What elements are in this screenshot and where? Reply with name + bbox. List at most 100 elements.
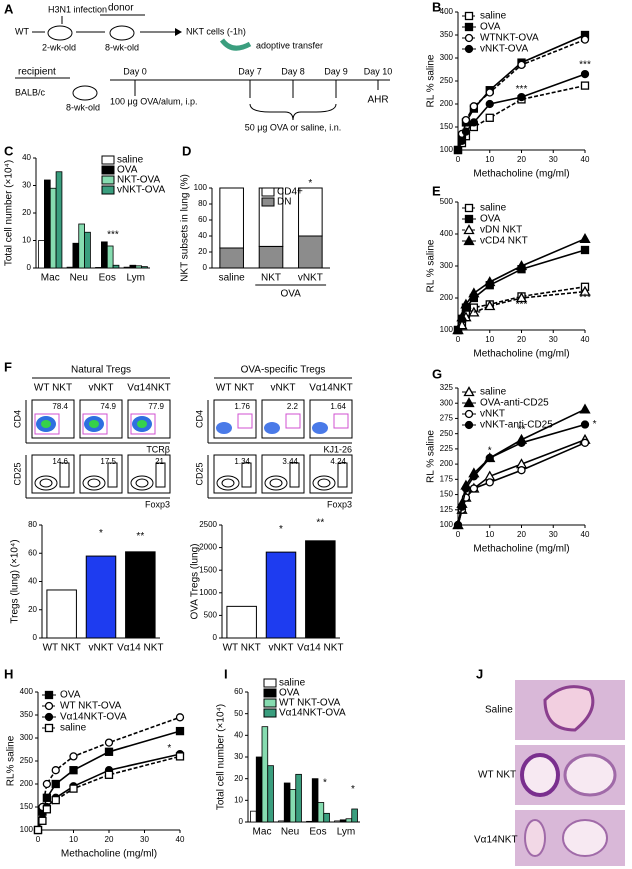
y-tick-label: 1500: [199, 565, 217, 574]
flow-column: Vα14NKT: [127, 383, 171, 394]
bar-segment: [298, 235, 323, 269]
x-tick-label: 10: [485, 530, 494, 539]
airway: [543, 685, 595, 732]
annotation: ***: [579, 293, 591, 304]
group-label: OVA: [280, 289, 301, 300]
bar: [66, 266, 74, 269]
gate: [333, 413, 349, 429]
marker: [485, 99, 494, 109]
bar: [123, 266, 131, 269]
legend-label: OVA: [480, 22, 501, 33]
gate: [285, 413, 301, 429]
flow-column: WT NKT: [216, 383, 254, 394]
cell-cloud: [312, 422, 328, 434]
gate-value: 17.5: [100, 457, 116, 466]
legend-label: vDN NKT: [480, 225, 522, 236]
y-tick-label: 20: [234, 774, 243, 783]
x-tick-label: 30: [549, 155, 558, 164]
panel-j: Saline WT NKT Vα14NKT: [474, 680, 625, 866]
marker: [485, 478, 494, 487]
annotation: *: [308, 178, 312, 189]
marker: [463, 397, 475, 408]
bar: [311, 778, 319, 823]
y-tick-label: 350: [20, 710, 34, 719]
series-line: [457, 442, 586, 526]
y-axis-label: RL % saline: [426, 54, 437, 107]
y-tick-label: 300: [440, 398, 454, 407]
flow-column: Vα14NKT: [309, 383, 353, 394]
marker: [485, 88, 494, 97]
gate: [155, 462, 166, 488]
y-axis-label: RL % saline: [426, 239, 437, 292]
marker: [463, 235, 475, 246]
x-tick-label: Vα14 NKT: [297, 643, 343, 654]
y-tick-label: 325: [440, 383, 454, 392]
bar: [261, 726, 269, 823]
y-tick-label: 200: [440, 459, 454, 468]
y-tick-label: 2000: [199, 543, 217, 552]
x-tick-label: 10: [69, 835, 78, 844]
cell-core: [89, 420, 99, 428]
marker: [461, 115, 471, 125]
bar: [46, 589, 77, 639]
bar: [255, 756, 263, 823]
diagram-text: BALB/c: [15, 87, 46, 97]
flow-x-label: TCRβ: [146, 444, 170, 454]
bar: [49, 187, 57, 269]
flow-x-label: KJ1-26: [323, 444, 352, 454]
chart: 0 20 40 60 80 Tregs (lung) (×10⁴) WT NKT vNKT Vα…: [10, 520, 164, 654]
marker: [38, 816, 47, 825]
marker: [104, 770, 114, 779]
marker: [69, 752, 78, 761]
y-axis-label: Total cell number (×10⁴): [216, 704, 227, 810]
y-tick-label: 40: [234, 730, 243, 739]
legend-label: OVA-anti-CD25: [480, 398, 549, 409]
x-tick-label: 40: [581, 155, 590, 164]
bar: [101, 241, 108, 269]
annotation: *: [593, 419, 597, 430]
marker: [579, 285, 591, 296]
marker: [175, 752, 185, 761]
x-tick-label: WT NKT: [223, 643, 261, 654]
y-tick-label: 50: [234, 709, 243, 718]
marker: [469, 102, 479, 111]
mouse-icon: [72, 85, 98, 101]
y-tick-label: 175: [440, 474, 454, 483]
y-tick-label: 200: [20, 779, 34, 788]
bar: [306, 820, 313, 823]
gate-value: 1.76: [234, 402, 250, 411]
marker: [579, 232, 591, 243]
bar: [339, 819, 347, 823]
y-tick-label: 200: [440, 293, 454, 302]
y-tick-label: 250: [440, 429, 454, 438]
y-tick-label: 40: [22, 153, 31, 162]
marker: [517, 438, 526, 447]
x-tick-label: NKT: [261, 273, 281, 284]
y-tick-label: 400: [440, 7, 454, 16]
diagram-text: NKT cells (-1h): [186, 26, 246, 36]
y-tick-label: 100: [440, 325, 454, 334]
y-tick-label: 0: [239, 817, 244, 826]
marker: [457, 502, 467, 511]
flow-y-label: CD4: [194, 410, 204, 428]
contour: [317, 478, 331, 488]
y-tick-label: 300: [440, 53, 454, 62]
marker: [517, 92, 526, 102]
mouse-icon: [47, 25, 73, 41]
marker: [580, 420, 590, 429]
marker: [44, 712, 54, 722]
legend-label: vCD4 NKT: [480, 236, 528, 247]
gate: [34, 413, 60, 435]
day-label: Day 7: [238, 66, 262, 76]
marker: [517, 466, 526, 475]
bar: [78, 223, 85, 269]
panel-label: F: [4, 359, 12, 374]
flow-title: Natural Tregs: [71, 365, 131, 376]
x-tick-label: 40: [581, 530, 590, 539]
bar: [323, 812, 330, 823]
x-tick-label: Lym: [126, 273, 145, 284]
bar: [84, 231, 91, 269]
y-tick-label: 40: [198, 231, 207, 240]
gate: [337, 462, 348, 488]
